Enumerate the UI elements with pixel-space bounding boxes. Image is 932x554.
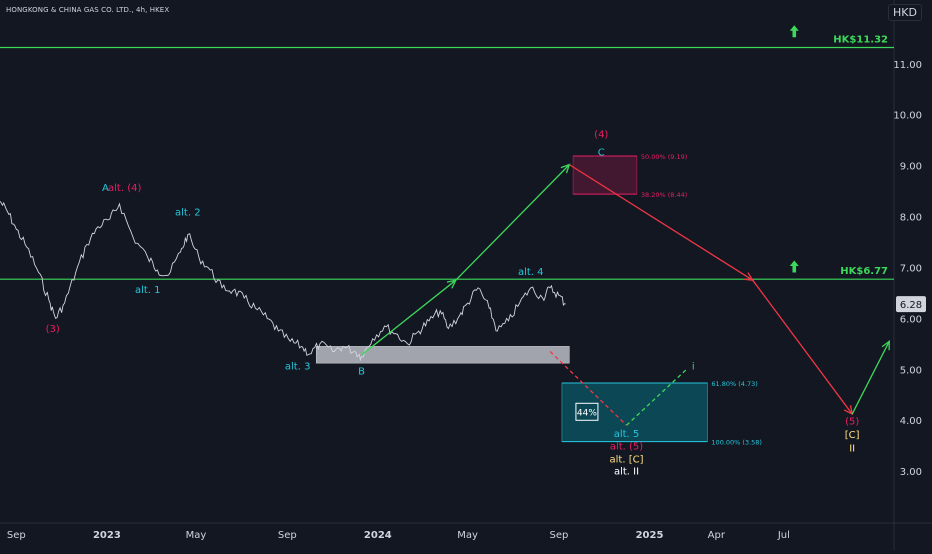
up-arrow-icon — [789, 25, 799, 38]
wave-label: i — [692, 361, 695, 372]
y-tick-label: 5.00 — [900, 365, 922, 376]
wave-label: alt. 4 — [518, 267, 544, 278]
wave-label: alt. [C] — [610, 454, 644, 465]
x-tick-label: Apr — [708, 530, 726, 541]
wave-label: A — [102, 183, 109, 194]
y-tick-label: 4.00 — [900, 416, 922, 427]
y-tick-label: 3.00 — [900, 467, 922, 478]
currency-selector[interactable]: HKD — [888, 4, 922, 21]
wave-label: alt. 5 — [614, 429, 640, 440]
support-zone — [315, 346, 570, 364]
chart-title: HONGKONG & CHINA GAS CO. LTD., 4h, HKEX — [6, 6, 170, 14]
red-down-path — [569, 164, 754, 281]
x-tick-label: Jul — [777, 530, 790, 541]
fib-level-label: 100.00% (3.58) — [711, 439, 762, 447]
y-tick-label: 11.00 — [893, 60, 922, 71]
current-price-tag — [896, 296, 926, 313]
green-up-path — [455, 164, 570, 281]
horizontal-line-label: HK$6.77 — [840, 266, 888, 277]
wave-label: alt. 2 — [175, 208, 201, 219]
wave-label: B — [358, 366, 365, 377]
wave-label: II — [849, 444, 855, 455]
y-tick-label: 8.00 — [900, 213, 922, 224]
red-down-path-arrowhead — [843, 405, 854, 416]
horizontal-line-label: HK$11.32 — [833, 35, 888, 46]
alt-target-zone — [561, 382, 708, 442]
y-tick-label: 6.00 — [900, 314, 922, 325]
wave-label: alt. (4) — [108, 183, 141, 194]
y-tick-label: 10.00 — [893, 111, 922, 122]
x-tick-label: 2023 — [93, 530, 121, 541]
wave-label: (5) — [845, 416, 859, 427]
up-arrow-icon — [789, 260, 799, 273]
fib-level-label: 61.80% (4.73) — [711, 380, 757, 388]
x-tick-label: May — [457, 530, 478, 541]
wave-label: alt. 3 — [285, 361, 311, 372]
green-up-path-arrowhead — [560, 163, 571, 174]
wave-label: (4) — [594, 130, 608, 141]
x-tick-label: Sep — [278, 530, 297, 541]
x-tick-label: 2025 — [636, 530, 664, 541]
x-tick-label: Sep — [7, 530, 26, 541]
red-down-path — [752, 279, 853, 415]
wave-label: alt. 1 — [135, 285, 161, 296]
fib-level-label: 38.20% (8.44) — [641, 191, 687, 199]
wave-4-target-zone — [572, 155, 638, 195]
y-tick-label: 9.00 — [900, 162, 922, 173]
wave-label: C — [598, 147, 605, 158]
green-final-up-arrowhead — [881, 339, 890, 351]
green-up-path-arrowhead — [446, 279, 457, 289]
green-up-path — [361, 279, 457, 356]
green-final-up — [851, 340, 890, 415]
x-tick-label: May — [186, 530, 207, 541]
percent-badge-frame — [575, 402, 599, 421]
alt-red-dashed — [549, 350, 627, 426]
fib-level-label: 50.00% (9.19) — [641, 153, 687, 161]
wave-label: (3) — [46, 324, 60, 335]
x-tick-label: 2024 — [364, 530, 392, 541]
x-tick-label: Sep — [550, 530, 569, 541]
wave-label: alt. II — [614, 467, 639, 478]
wave-label: alt. (5) — [610, 442, 643, 453]
wave-label: [C] — [845, 430, 860, 441]
current-price-label: 6.28 — [900, 300, 922, 311]
percent-badge: 44% — [577, 408, 597, 418]
price-series-line — [0, 201, 566, 362]
y-tick-label: 7.00 — [900, 263, 922, 274]
